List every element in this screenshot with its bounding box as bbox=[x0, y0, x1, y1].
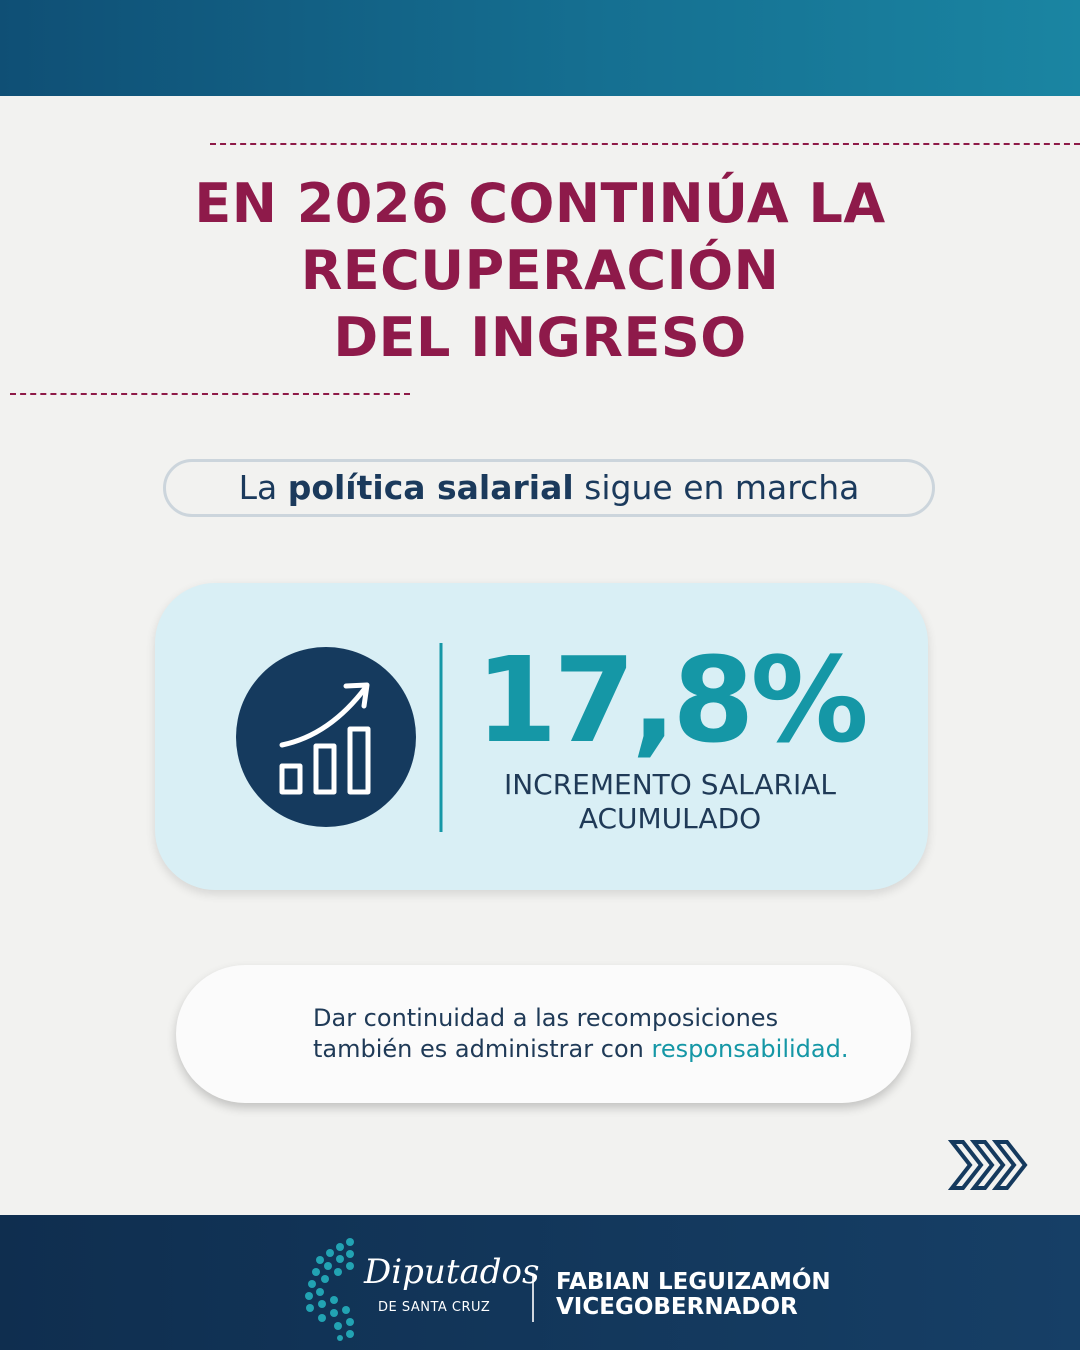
title-line: RECUPERACIÓN bbox=[300, 239, 780, 302]
title-line: EN 2026 CONTINÚA LA bbox=[194, 172, 886, 235]
dashed-line bbox=[210, 143, 1080, 145]
next-chevrons bbox=[947, 1140, 1028, 1190]
title-line: DEL INGRESO bbox=[333, 306, 747, 369]
stat-label-line: ACUMULADO bbox=[578, 802, 762, 835]
note-line: Dar continuidad a las recomposiciones bbox=[313, 1004, 779, 1032]
stat-label: INCREMENTO SALARIAL ACUMULADO bbox=[460, 768, 880, 836]
person-role: VICEGOBERNADOR bbox=[556, 1294, 798, 1320]
title: EN 2026 CONTINÚA LA RECUPERACIÓN DEL ING… bbox=[0, 170, 1080, 371]
logo-name: Diputados bbox=[364, 1252, 540, 1292]
top-band bbox=[0, 0, 1080, 96]
footer-band bbox=[0, 1215, 1080, 1350]
subtitle-pill: La política salarial sigue en marcha bbox=[163, 459, 935, 517]
note-line: también es administrar con responsabilid… bbox=[313, 1034, 913, 1065]
note-card bbox=[176, 965, 911, 1103]
logo-subtitle: DE SANTA CRUZ bbox=[378, 1300, 491, 1315]
person-name: FABIAN LEGUIZAMÓN bbox=[556, 1269, 831, 1295]
stat-value: 17,8% bbox=[475, 631, 868, 769]
subtitle-emphasis: política salarial bbox=[287, 468, 574, 507]
subtitle-text: La bbox=[238, 468, 288, 507]
subtitle-text: sigue en marcha bbox=[573, 468, 860, 507]
person: FABIAN LEGUIZAMÓN VICEGOBERNADOR bbox=[556, 1270, 831, 1320]
note-highlight: responsabilidad. bbox=[651, 1035, 849, 1063]
dashed-line bbox=[10, 393, 410, 395]
note-text-part: también es administrar con bbox=[313, 1035, 652, 1063]
note-text: Dar continuidad a las recomposiciones ta… bbox=[313, 1003, 913, 1065]
stat-label-line: INCREMENTO SALARIAL bbox=[503, 768, 837, 801]
footer-separator bbox=[532, 1274, 534, 1322]
